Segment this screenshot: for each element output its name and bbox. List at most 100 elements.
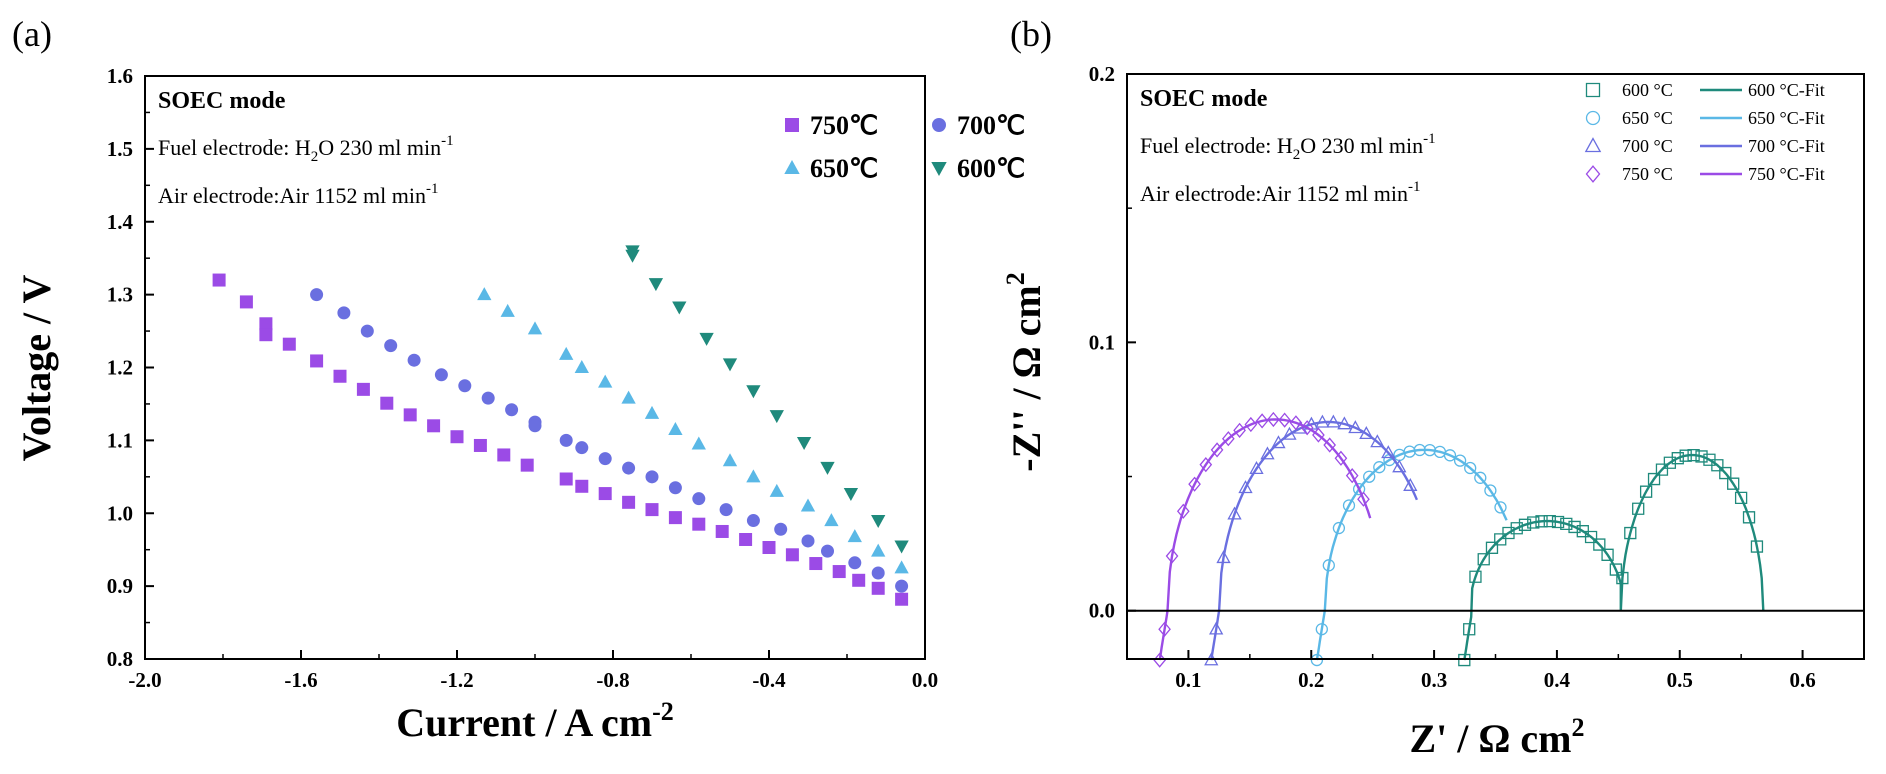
data-point [1370, 434, 1385, 448]
panel-b-xtick-label: 0.4 [1544, 668, 1571, 692]
data-point [1453, 454, 1467, 467]
panel-a-marks [212, 245, 909, 606]
data-point [1464, 461, 1477, 475]
panel-b-ytick-label: 0.1 [1089, 330, 1115, 354]
panel-a-fuel-text: Fuel electrode: H2O 230 ml min-1 [158, 133, 454, 165]
data-point [559, 346, 574, 360]
data-point [1345, 468, 1359, 484]
data-point [746, 385, 761, 399]
data-point [1323, 437, 1337, 453]
data-point [598, 374, 613, 388]
data-point [520, 458, 534, 472]
data-point [1485, 541, 1499, 554]
data-point [719, 503, 733, 517]
fit-line [1210, 420, 1419, 661]
data-point [450, 430, 464, 444]
data-point [337, 306, 351, 320]
fit-line [1158, 418, 1372, 661]
series-700 °C [1204, 414, 1419, 666]
data-point [1322, 559, 1335, 572]
data-point [769, 410, 784, 424]
data-point [645, 503, 659, 517]
data-point [384, 339, 398, 353]
data-point [1315, 414, 1330, 428]
legend-fit-label: 700 °C-Fit [1748, 136, 1825, 156]
legend-label: 750 °C [1622, 164, 1673, 184]
series-600℃ [625, 245, 909, 554]
data-point [1176, 503, 1190, 519]
panel-a-ytick-label: 1.2 [107, 356, 133, 380]
legend-fit-label: 650 °C-Fit [1748, 108, 1825, 128]
data-point [1742, 511, 1756, 524]
data-point [692, 492, 706, 506]
data-point [1584, 530, 1598, 544]
data-point [1337, 416, 1352, 430]
legend-marker [932, 118, 946, 132]
data-point [746, 514, 760, 528]
data-point [407, 353, 421, 367]
data-point [832, 565, 846, 579]
data-point [360, 324, 374, 338]
data-point [1502, 526, 1515, 540]
data-point [848, 556, 862, 570]
data-point [1300, 420, 1314, 436]
data-point [1593, 538, 1606, 551]
data-point [1199, 457, 1213, 473]
legend-label: 700℃ [957, 111, 1025, 140]
data-point [1609, 563, 1622, 576]
data-point [1153, 652, 1167, 668]
panel-a-xtick-label: -2.0 [128, 668, 161, 692]
data-point [473, 438, 487, 452]
data-point [1543, 515, 1556, 528]
data-point [1695, 450, 1708, 463]
panel-a: (a) -2.0 -1.6 -1.2 -0.8 -0.4 0.0 0.8 0.9 1.0 1.1 1… [12, 14, 1025, 745]
data-point [824, 513, 839, 527]
panel-b-xtick-label: 0.2 [1298, 668, 1324, 692]
fit-line [1315, 448, 1508, 661]
data-point [739, 532, 753, 546]
data-point [821, 544, 834, 558]
data-point [1560, 517, 1573, 531]
data-point [1624, 526, 1637, 540]
panel-b-air-text: Air electrode:Air 1152 ml min-1 [1140, 179, 1421, 206]
data-point [1282, 426, 1297, 440]
data-point [1158, 621, 1171, 637]
panel-a-air-text: Air electrode:Air 1152 ml min-1 [158, 181, 439, 208]
data-point [380, 396, 394, 410]
data-point [1278, 412, 1291, 428]
panel-b-fuel-text: Fuel electrode: H2O 230 ml min-1 [1140, 131, 1436, 163]
panel-b-legend: 600 °C 600 °C-Fit 650 °C 650 °C-Fit 700 °C 70… [1584, 80, 1825, 184]
data-point [1474, 471, 1487, 484]
legend-label: 600 °C [1622, 80, 1673, 100]
data-point [762, 541, 776, 555]
legend-label: 650℃ [810, 154, 878, 183]
legend-marker [1585, 82, 1601, 98]
data-point [1616, 571, 1629, 585]
data-point [1260, 446, 1275, 460]
data-point [668, 421, 683, 435]
legend-fit-label: 600 °C-Fit [1748, 80, 1825, 100]
fit-line [1463, 453, 1765, 661]
data-point [645, 470, 659, 484]
data-point [559, 472, 573, 486]
data-point [575, 441, 589, 455]
panel-a-label: (a) [12, 14, 52, 54]
data-point [1352, 482, 1366, 496]
legend-marker [931, 162, 947, 177]
data-point [1363, 470, 1376, 483]
data-point [477, 287, 492, 301]
data-point [648, 278, 664, 292]
data-point [598, 487, 612, 501]
data-point [1551, 515, 1565, 529]
panel-a-xtick-label: -0.8 [596, 668, 629, 692]
panel-a-ylabel: Voltage / V [14, 275, 59, 462]
data-point [622, 461, 636, 475]
data-point [1244, 416, 1258, 433]
series-700℃ [310, 288, 909, 593]
data-point [1494, 501, 1507, 514]
panel-a-ytick-label: 1.6 [107, 64, 133, 88]
data-point [1209, 621, 1224, 635]
legend-label: 650 °C [1622, 108, 1673, 128]
data-point [843, 488, 859, 502]
